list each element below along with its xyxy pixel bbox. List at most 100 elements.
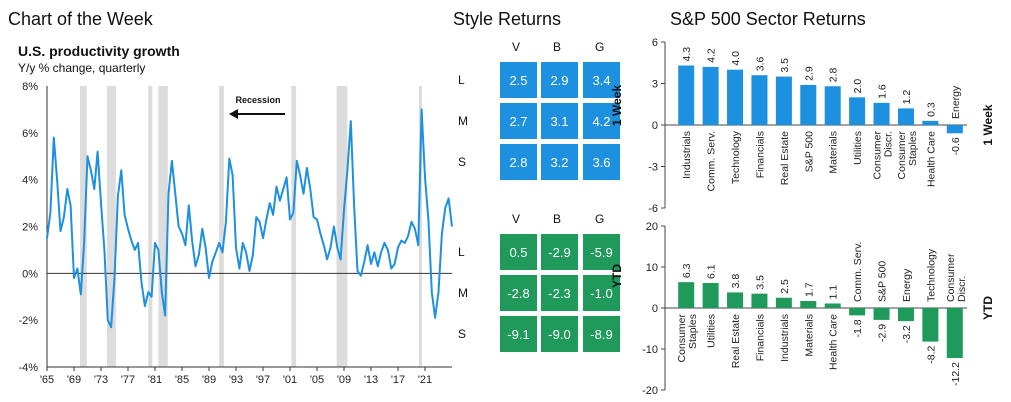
style-row-label: M bbox=[458, 114, 468, 128]
style-return-cell: 3.1 bbox=[541, 103, 578, 139]
sector-returns-heading: S&P 500 Sector Returns bbox=[670, 9, 866, 29]
style-period-label: YTD bbox=[610, 264, 624, 288]
sector-bar bbox=[727, 292, 744, 308]
style-return-cell: -9.1 bbox=[500, 316, 537, 352]
sector-value-label: 4.3 bbox=[681, 47, 693, 62]
sector-category-label: S&P 500 bbox=[877, 261, 889, 302]
x-tick-label: '09 bbox=[337, 374, 351, 386]
sector-value-label: -3.2 bbox=[901, 325, 913, 343]
sector-category-label: Comm. Serv. bbox=[706, 131, 718, 191]
y-tick-label: 0 bbox=[652, 120, 658, 132]
sector-category-label: S&P 500 bbox=[803, 131, 815, 172]
style-return-cell: 2.8 bbox=[500, 144, 537, 180]
sector-value-label: -2.9 bbox=[877, 324, 889, 342]
sector-category-label: Energy bbox=[901, 268, 913, 302]
sector-bar bbox=[922, 308, 939, 342]
sector-value-label: 2.0 bbox=[852, 79, 864, 94]
style-row-label: S bbox=[458, 327, 467, 341]
x-tick-label: '81 bbox=[148, 374, 162, 386]
style-return-cell: -5.9 bbox=[583, 234, 620, 270]
recession-label: Recession bbox=[235, 95, 280, 105]
sector-category-label: Industrials bbox=[681, 131, 693, 179]
sector-bar bbox=[727, 69, 744, 125]
sector-category-label: ConsumerStaples bbox=[676, 313, 699, 362]
sector-bar bbox=[922, 120, 939, 125]
style-column-header: G bbox=[595, 212, 605, 226]
sector-category-label: ConsumerDiscr. bbox=[945, 253, 968, 302]
sector-value-label: 4.2 bbox=[706, 48, 718, 63]
y-tick-label: 10 bbox=[646, 262, 658, 274]
style-return-cell: -8.9 bbox=[583, 316, 620, 352]
recession-band bbox=[148, 86, 153, 367]
y-tick-label: -2% bbox=[18, 315, 38, 327]
style-return-cell: 3.4 bbox=[583, 62, 620, 98]
sector-bar bbox=[702, 66, 719, 125]
sector-bar bbox=[751, 75, 768, 125]
style-return-cell: 3.2 bbox=[541, 144, 578, 180]
sector-category-line: Discr. bbox=[956, 276, 968, 302]
sector-bar bbox=[678, 282, 695, 308]
style-returns-ytd-grid: V B G L 0.5 -2.9 -5.9 M -2.8 -2.3 -1.0 S -9.1 -9.0 -8.… bbox=[440, 210, 624, 360]
sector-category-label: Materials bbox=[803, 314, 815, 357]
y-tick-label: 0% bbox=[22, 268, 38, 280]
recession-arrow-head bbox=[229, 109, 238, 119]
style-column-header: G bbox=[595, 40, 605, 54]
style-return-cell: 2.7 bbox=[500, 103, 537, 139]
x-tick-label: '73 bbox=[94, 374, 108, 386]
sector-bar bbox=[800, 301, 817, 308]
sector-value-label: -0.6 bbox=[950, 137, 962, 155]
sector-bar bbox=[678, 65, 695, 125]
y-tick-label: -6 bbox=[648, 203, 658, 215]
y-tick-label: 8% bbox=[22, 81, 38, 93]
y-tick-label: 3 bbox=[652, 79, 658, 91]
sector-value-label: 3.6 bbox=[754, 56, 766, 71]
sector-bar bbox=[873, 308, 890, 320]
style-returns-1week-grid: V B G L 2.5 2.9 3.4 M 2.7 3.1 4.2 S 2.8 3.2 3.6 1 Week bbox=[440, 38, 624, 188]
productivity-chart-subtitle: Y/y % change, quarterly bbox=[18, 61, 146, 75]
sector-bar bbox=[824, 303, 841, 308]
y-tick-label: -10 bbox=[642, 344, 658, 356]
style-return-cell: 2.9 bbox=[541, 62, 578, 98]
x-tick-label: '89 bbox=[202, 374, 216, 386]
sector-category-label: Technology bbox=[730, 130, 742, 184]
sector-bar bbox=[775, 76, 792, 125]
sector-category-label: Energy bbox=[950, 85, 962, 119]
sector-category-label: Financials bbox=[754, 131, 766, 178]
style-row-label: S bbox=[458, 155, 467, 169]
sector-category-label: Health Care bbox=[925, 131, 937, 187]
sector-bar bbox=[751, 293, 768, 308]
x-tick-label: '77 bbox=[121, 374, 135, 386]
sector-value-label: -1.8 bbox=[852, 319, 864, 337]
x-tick-label: '93 bbox=[229, 374, 243, 386]
sector-value-label: 3.5 bbox=[754, 275, 766, 290]
style-return-cell: 4.2 bbox=[583, 103, 620, 139]
sector-bar bbox=[800, 84, 817, 125]
y-tick-label: 2% bbox=[22, 222, 38, 234]
recession-band bbox=[158, 86, 168, 367]
x-tick-label: '05 bbox=[310, 374, 324, 386]
recession-band bbox=[219, 86, 224, 367]
sector-value-label: 2.9 bbox=[803, 66, 815, 81]
sector-category-label: Real Estate bbox=[730, 314, 742, 368]
sector-category-label: Industrials bbox=[779, 314, 791, 362]
style-column-header: B bbox=[553, 212, 562, 226]
sector-value-label: 0.3 bbox=[925, 102, 937, 117]
style-return-cell: -2.9 bbox=[541, 234, 578, 270]
style-period-label: 1 Week bbox=[610, 84, 624, 126]
sector-category-line: Consumer bbox=[676, 313, 688, 362]
productivity-chart-title: U.S. productivity growth bbox=[18, 43, 180, 59]
sector-category-label: Financials bbox=[754, 314, 766, 361]
sector-bar bbox=[946, 308, 963, 359]
sector-bar bbox=[946, 125, 963, 134]
sector-value-label: -12.2 bbox=[950, 362, 962, 386]
style-return-cell: -9.0 bbox=[541, 316, 578, 352]
sector-period-label: 1 Week bbox=[981, 104, 995, 145]
y-tick-label: 6% bbox=[22, 128, 38, 140]
recession-band bbox=[291, 86, 297, 367]
sector-bar bbox=[897, 108, 914, 125]
sector-bar bbox=[775, 297, 792, 308]
sector-category-label: ConsumerStaples bbox=[896, 130, 919, 179]
style-return-cell: 0.5 bbox=[500, 234, 537, 270]
recession-band bbox=[80, 86, 87, 367]
sector-category-label: Technology bbox=[925, 248, 937, 302]
